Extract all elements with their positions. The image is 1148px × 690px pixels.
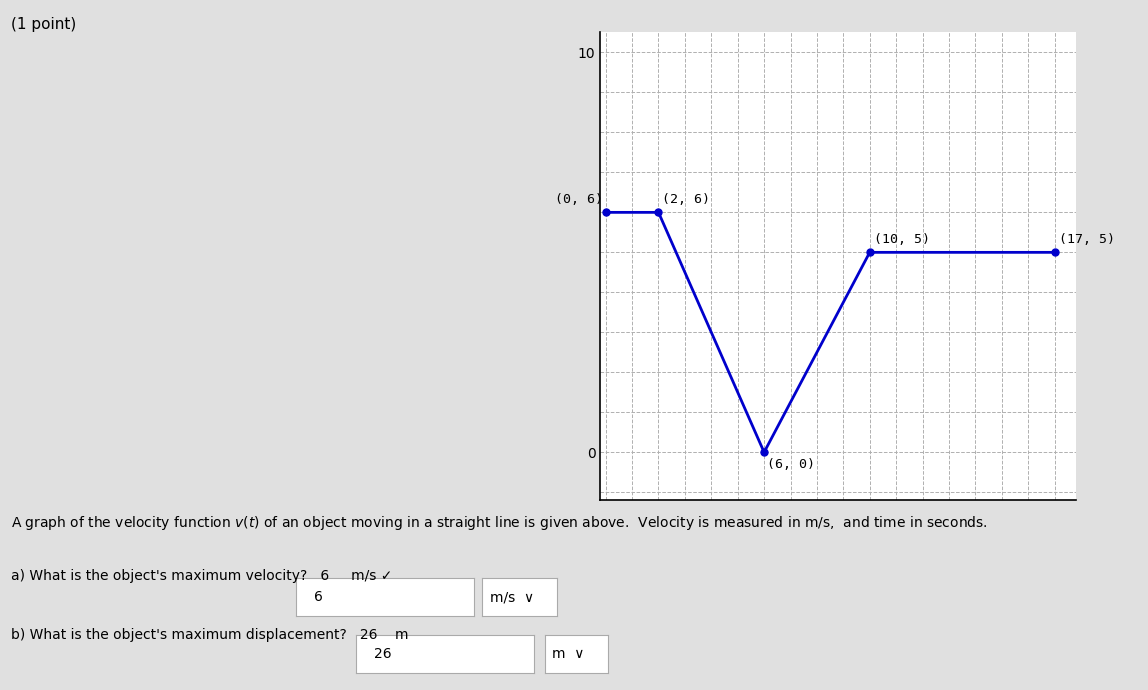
Text: A graph of the velocity function $v(t)$ of an object moving in a straight line i: A graph of the velocity function $v(t)$ … — [11, 514, 988, 532]
Text: (0, 6): (0, 6) — [554, 193, 603, 206]
Text: b) What is the object's maximum displacement?   26    m: b) What is the object's maximum displace… — [11, 628, 409, 642]
Text: 6: 6 — [315, 590, 323, 604]
Text: m/s  ∨: m/s ∨ — [489, 590, 534, 604]
Text: (17, 5): (17, 5) — [1058, 233, 1115, 246]
Text: m  ∨: m ∨ — [551, 647, 584, 661]
Text: (10, 5): (10, 5) — [874, 233, 930, 246]
Text: (6, 0): (6, 0) — [767, 458, 815, 471]
Text: (2, 6): (2, 6) — [662, 193, 711, 206]
Text: a) What is the object's maximum velocity?   6     m/s ✓: a) What is the object's maximum velocity… — [11, 569, 393, 583]
Text: (1 point): (1 point) — [11, 17, 77, 32]
Text: 26: 26 — [373, 647, 391, 661]
